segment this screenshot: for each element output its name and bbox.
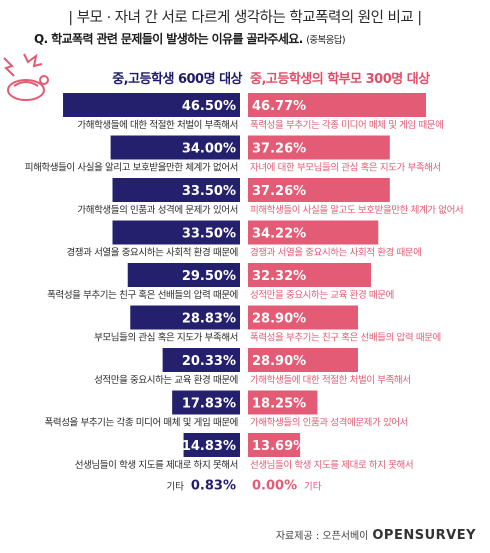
- parents-bar: [248, 135, 390, 160]
- students-value-label: 20.33%: [182, 354, 236, 369]
- parents-value-label: 28.90%: [252, 354, 306, 369]
- parents-reason-label: 피해학생들이 사실을 알고도 보호받을만한 체계가 없어서: [250, 204, 463, 216]
- students-reason-label: 폭력성을 부추기는 각종 미디어 매체 및 게임 때문에: [45, 417, 238, 429]
- students-bar: [172, 390, 240, 415]
- students-reason-label: 선생님들이 학생 지도를 제대로 하지 못해서: [75, 459, 238, 471]
- students-reason-label: 성적만을 중요시하는 교육 환경 때문에: [94, 374, 238, 386]
- parents-bar: [248, 348, 358, 372]
- students-reason-label: 가해학생들에 대한 적절한 처벌이 부족해서: [77, 119, 238, 131]
- parents-reason-label: 가해학생들의 인품과 성격에문제가 있어서: [250, 417, 408, 429]
- students-value-label: 29.50%: [182, 269, 236, 284]
- students-value-label: 17.83%: [182, 397, 236, 412]
- source-credit: 자료제공 : 오픈서베이 OPENSURVEY: [276, 527, 476, 543]
- students-reason-label: 피해학생들이 사실을 알리고 보호받을만한 체계가 없어서: [25, 162, 238, 174]
- source-label: 자료제공 : 오픈서베이: [275, 531, 369, 542]
- students-value-label: 46.50%: [182, 99, 236, 114]
- parents-value-label: 37.26%: [252, 142, 306, 157]
- parents-value-label: 37.26%: [252, 184, 306, 199]
- students-reason-label: 폭력성을 부추기는 친구 혹은 선배들의 압력 때문에: [47, 289, 238, 301]
- parents-bar: [248, 390, 318, 415]
- students-bar: [127, 263, 240, 287]
- opensurvey-logo: OPENSURVEY: [372, 528, 476, 543]
- students-bar: [130, 305, 240, 330]
- parents-value-label: 46.77%: [252, 99, 306, 114]
- question-text: Q. 학교폭력 관련 문제들이 발생하는 이유를 골라주세요.: [34, 32, 303, 46]
- survey-question: Q. 학교폭력 관련 문제들이 발생하는 이유를 골라주세요. (중복응답): [34, 30, 346, 47]
- students-value-label: 28.83%: [182, 312, 236, 327]
- page-title: | 부모 · 자녀 간 서로 다르게 생각하는 학교폭력의 원인 비교 |: [68, 10, 422, 26]
- students-bar: [63, 93, 240, 117]
- parents-reason-label: 폭력성을 부추기는 각종 미디어 매체 및 게임 때문에: [250, 119, 443, 131]
- parents-bar: [248, 305, 358, 330]
- parents-bar: [248, 93, 426, 117]
- parents-reason-label: 경쟁과 서열을 중요시하는 사회적 환경 때문에: [250, 247, 422, 259]
- parents-value-label: 28.90%: [252, 312, 306, 327]
- parents-reason-label: 폭력성을 부추기는 친구 혹은 선배들의 압력 때문에: [250, 332, 441, 344]
- students-reason-label: 경쟁과 서열을 중요시하는 사회적 환경 때문에: [66, 247, 238, 259]
- parents-bar: [248, 220, 379, 245]
- parents-series-header: 중,고등학생의 학부모 300명 대상: [250, 72, 430, 87]
- students-value-label: 0.83%: [191, 479, 236, 494]
- parents-bar: [248, 178, 390, 202]
- parents-value-label: 18.25%: [252, 397, 306, 412]
- parents-reason-label: 성적만을 중요시하는 교육 환경 때문에: [250, 289, 394, 301]
- parents-value-label: 13.69%: [252, 439, 306, 454]
- students-value-label: 33.50%: [182, 227, 236, 242]
- decoration-illustration-icon: [3, 53, 49, 101]
- parents-reason-label: 선생님들이 학생 지도를 제대로 하지 못해서: [250, 459, 413, 471]
- students-reason-label: 가해학생들의 인품과 성격에 문제가 있어서: [77, 204, 238, 216]
- students-bar: [112, 220, 240, 245]
- students-value-label: 34.00%: [182, 142, 236, 157]
- students-bar: [110, 135, 240, 160]
- parents-bar: [248, 263, 372, 287]
- parents-bar: [248, 433, 301, 457]
- parents-value-label: 32.32%: [252, 269, 306, 284]
- parents-reason-label: 기타: [304, 482, 322, 493]
- students-value-label: 14.83%: [182, 439, 236, 454]
- question-note: (중복응답): [306, 35, 346, 46]
- students-value-label: 33.50%: [182, 184, 236, 199]
- parents-reason-label: 가해학생들에 대한 적절한 처벌이 부족해서: [250, 374, 411, 386]
- students-bar: [112, 178, 240, 202]
- students-reason-label: 부모님들의 관심 혹은 지도가 부족해서: [94, 332, 238, 344]
- parents-value-label: 34.22%: [252, 227, 306, 242]
- students-bar: [183, 433, 240, 457]
- parents-value-label: 0.00%: [252, 479, 297, 494]
- students-reason-label: 기타: [167, 482, 185, 493]
- parents-reason-label: 자녀에 대한 부모님들의 관심 혹은 지도가 부족해서: [250, 162, 441, 174]
- students-series-header: 중,고등학생 600명 대상: [112, 72, 242, 87]
- students-bar: [162, 348, 240, 372]
